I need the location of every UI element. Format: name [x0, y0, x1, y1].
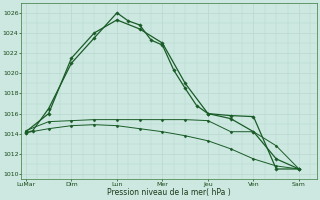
X-axis label: Pression niveau de la mer( hPa ): Pression niveau de la mer( hPa )	[108, 188, 231, 197]
